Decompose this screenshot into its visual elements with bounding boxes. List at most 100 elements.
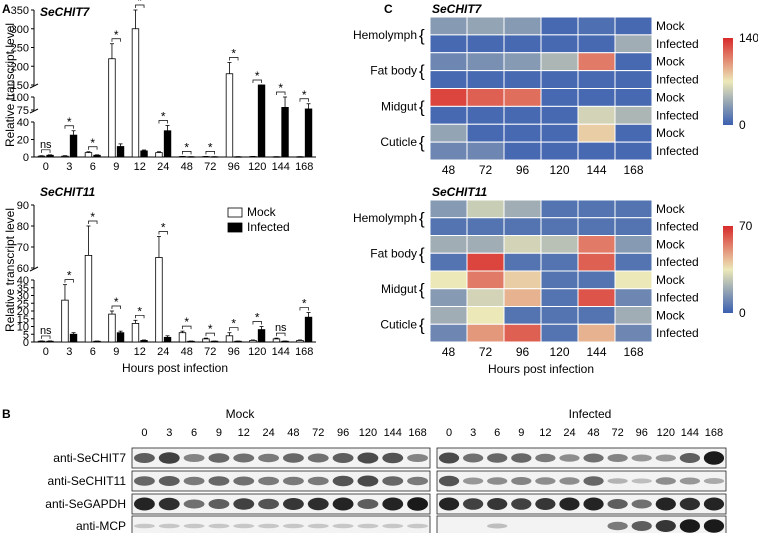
heatmap-cell: [503, 235, 542, 254]
blot-strip: [131, 493, 431, 515]
blot-band: [158, 523, 180, 529]
heatmap-cell: [466, 52, 505, 72]
blot-strip: [436, 515, 727, 533]
bar-infected: [116, 332, 125, 343]
significance-bracket: [299, 307, 309, 311]
tissue-label: Midgut: [381, 99, 418, 113]
blot-band: [282, 498, 304, 510]
significance-bracket: [41, 335, 51, 339]
heatmap-cell: [577, 270, 616, 290]
blot-band: [233, 453, 255, 463]
heatmap-cell: [429, 105, 468, 125]
tissue-label: Fat body: [370, 64, 417, 78]
blot-band: [407, 523, 429, 529]
colorbar: [723, 38, 733, 125]
axis-break-mark: [29, 83, 39, 89]
blot-band: [382, 476, 404, 486]
x-tick-label: 96: [228, 161, 240, 173]
heatmap-cell: [429, 306, 468, 325]
significance-label: *: [114, 295, 119, 309]
heatmap-cell: [540, 123, 579, 143]
blot-band: [703, 451, 725, 465]
significance-bracket: [88, 146, 98, 150]
blot-band: [208, 523, 230, 529]
axis-break-mark: [29, 266, 39, 272]
significance-label: ns: [40, 139, 52, 151]
blot-band: [535, 453, 556, 463]
heatmap-cell: [540, 34, 579, 54]
significance-label: *: [184, 315, 189, 329]
blot-lane-label: 24: [262, 427, 274, 439]
column-label: 144: [586, 163, 606, 177]
bar-mock: [37, 340, 46, 343]
heatmap-cell: [466, 34, 505, 54]
blot-lane-label: 12: [539, 427, 551, 439]
heatmap-cell: [503, 34, 542, 54]
blot-row-label: anti-SeCHIT11: [48, 474, 127, 488]
bar-infected: [163, 336, 172, 343]
blot-band: [438, 452, 460, 464]
heatmap-cell: [614, 16, 653, 36]
heatmap-cell: [429, 235, 468, 254]
blot-band: [332, 475, 354, 487]
blot-band: [655, 497, 676, 511]
significance-bracket: [252, 321, 262, 325]
heatmap-cell: [466, 105, 505, 125]
y-tick-label: 150: [11, 80, 29, 92]
blot-lane-label: 9: [518, 427, 524, 439]
blot-band: [233, 523, 255, 529]
x-tick-label: 24: [157, 161, 169, 173]
y-tick-label: 90: [17, 200, 29, 212]
heatmap-cell: [503, 52, 542, 72]
tissue-brace: {: [419, 244, 425, 263]
y-tick-label: 80: [17, 221, 29, 233]
tissue-label: Cuticle: [380, 317, 417, 331]
legend-swatch: [227, 207, 243, 218]
y-tick-label: 40: [17, 275, 29, 287]
colorbar-min-label: 0: [739, 118, 746, 132]
heatmap-cell: [577, 70, 616, 89]
western-blot: Mock Infected 0 3 6 9 12 24 48 72 96 120 144 168 0 3 6 9 1…: [45, 407, 727, 533]
y-tick-label: 20: [17, 135, 29, 147]
heatmap-cell: [577, 288, 616, 307]
heatmap-cell: [466, 141, 505, 161]
blot-band: [307, 497, 329, 511]
blot-lane-label: 48: [587, 427, 599, 439]
y-tick-label: 300: [11, 24, 29, 36]
tissue-brace: {: [419, 133, 425, 152]
tissue-label: Hemolymph: [353, 28, 417, 42]
tissue-brace: {: [419, 97, 425, 116]
bar-infected: [46, 340, 54, 343]
blot-lane-label: 120: [359, 427, 377, 439]
heatmap-cell: [577, 252, 616, 272]
blot-band: [208, 453, 230, 463]
panel-label-b: B: [2, 407, 11, 421]
blot-band: [679, 497, 700, 511]
bar-mock: [225, 335, 234, 343]
heatmap-cell: [540, 270, 579, 290]
blot-lane-label: 144: [384, 427, 402, 439]
significance-bracket: [158, 231, 168, 235]
panel-label-c: C: [384, 2, 393, 16]
panel-label-a: A: [2, 2, 11, 16]
heatmap-cell: [540, 288, 579, 307]
x-tick-label: 168: [295, 346, 313, 358]
heatmap-title: SeCHIT7: [432, 2, 483, 16]
tissue-brace: {: [419, 26, 425, 45]
blot-band: [559, 454, 580, 462]
blot-band: [463, 477, 484, 485]
blot-lane-label: 12: [238, 427, 250, 439]
bar-infected: [140, 340, 148, 343]
bar-mock: [84, 152, 93, 158]
tissue-brace: {: [419, 315, 425, 334]
y-tick-label: 200: [11, 61, 29, 73]
row-label: Infected: [656, 255, 699, 269]
heatmap-sechit11: SeCHIT11 Mock Infected Mock Infected Mock Infe…: [353, 185, 753, 376]
blot-band: [438, 497, 460, 511]
column-label: 96: [516, 163, 530, 177]
heatmap-cell: [577, 306, 616, 325]
bar-mock: [61, 155, 69, 158]
blot-band: [487, 453, 508, 463]
x-tick-label: 0: [43, 346, 49, 358]
blot-band: [258, 476, 280, 486]
